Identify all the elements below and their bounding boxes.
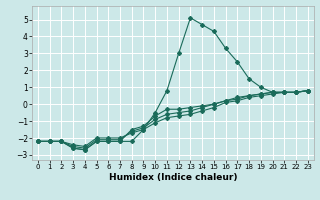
X-axis label: Humidex (Indice chaleur): Humidex (Indice chaleur) (108, 173, 237, 182)
